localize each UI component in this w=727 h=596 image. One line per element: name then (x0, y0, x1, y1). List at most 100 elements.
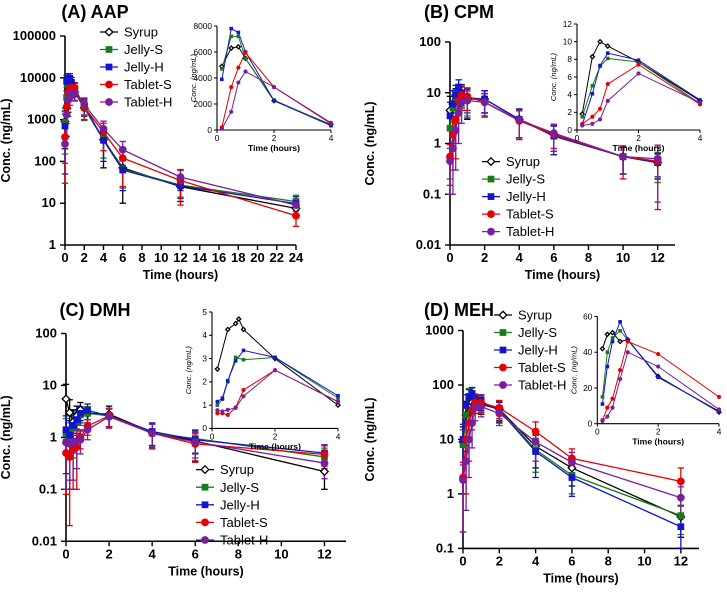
svg-text:10: 10 (274, 546, 288, 561)
svg-text:1: 1 (434, 136, 441, 151)
svg-text:100: 100 (35, 326, 57, 341)
svg-text:Conc. (ng/mL): Conc. (ng/mL) (189, 53, 198, 102)
svg-text:2: 2 (273, 431, 278, 441)
svg-text:Tablet-H: Tablet-H (124, 95, 172, 110)
svg-text:Syrup: Syrup (506, 154, 540, 169)
svg-text:Conc. (ng/mL): Conc. (ng/mL) (549, 52, 558, 101)
svg-text:Tablet-S: Tablet-S (124, 77, 172, 92)
svg-text:6: 6 (192, 546, 199, 561)
svg-text:2: 2 (636, 133, 641, 143)
svg-text:Jelly-S: Jelly-S (506, 172, 545, 187)
svg-text:12: 12 (173, 250, 187, 265)
svg-text:8: 8 (567, 54, 572, 64)
svg-text:0: 0 (61, 250, 68, 265)
svg-text:4: 4 (100, 250, 108, 265)
svg-text:1: 1 (50, 429, 57, 444)
svg-text:4: 4 (567, 89, 572, 99)
svg-text:6: 6 (568, 553, 575, 568)
svg-text:12: 12 (674, 553, 688, 568)
svg-text:0.1: 0.1 (436, 540, 454, 555)
svg-text:18: 18 (231, 250, 245, 265)
svg-text:12: 12 (650, 250, 664, 265)
svg-text:8000: 8000 (194, 21, 213, 31)
svg-text:Syrup: Syrup (124, 25, 158, 40)
svg-text:1: 1 (49, 237, 56, 252)
svg-text:14: 14 (193, 250, 208, 265)
svg-text:Tablet-S: Tablet-S (220, 515, 268, 530)
svg-text:4: 4 (532, 553, 540, 568)
svg-text:12: 12 (563, 19, 573, 29)
svg-text:16: 16 (212, 250, 226, 265)
svg-text:8: 8 (138, 250, 145, 265)
svg-text:1000: 1000 (425, 323, 454, 338)
svg-text:Jelly-H: Jelly-H (506, 189, 546, 204)
svg-text:2: 2 (496, 553, 503, 568)
svg-text:Time (hours): Time (hours) (525, 268, 600, 282)
svg-text:4: 4 (202, 330, 207, 340)
svg-text:8: 8 (605, 553, 612, 568)
svg-text:3: 3 (202, 353, 207, 363)
svg-text:2: 2 (656, 427, 661, 437)
svg-text:Jelly-S: Jelly-S (518, 325, 557, 340)
svg-text:100000: 100000 (13, 28, 56, 43)
svg-text:Conc. (ng/mL): Conc. (ng/mL) (569, 346, 578, 395)
svg-text:10: 10 (440, 431, 454, 446)
svg-text:Tablet-S: Tablet-S (506, 207, 554, 222)
svg-text:Jelly-H: Jelly-H (518, 343, 558, 358)
svg-text:0: 0 (459, 553, 466, 568)
svg-text:(D) MEH: (D) MEH (424, 300, 494, 320)
svg-text:Time (hours): Time (hours) (143, 268, 218, 282)
svg-text:2: 2 (567, 107, 572, 117)
svg-text:Jelly-H: Jelly-H (220, 497, 260, 512)
svg-text:10: 10 (42, 195, 56, 210)
svg-text:100: 100 (419, 34, 441, 49)
svg-text:10: 10 (154, 250, 168, 265)
svg-text:Time (hours): Time (hours) (543, 571, 618, 585)
svg-text:24: 24 (289, 250, 304, 265)
svg-text:Conc. (ng/mL): Conc. (ng/mL) (0, 98, 13, 182)
svg-text:10000: 10000 (20, 70, 56, 85)
svg-text:4: 4 (717, 427, 722, 437)
svg-text:6: 6 (567, 72, 572, 82)
svg-text:Tablet-S: Tablet-S (518, 360, 566, 375)
svg-text:Jelly-S: Jelly-S (220, 480, 259, 495)
svg-text:0: 0 (207, 125, 212, 135)
svg-text:40: 40 (583, 347, 593, 357)
svg-text:100: 100 (34, 153, 56, 168)
svg-text:Jelly-H: Jelly-H (124, 60, 164, 75)
svg-text:Time (hours): Time (hours) (249, 441, 301, 451)
svg-text:(C) DMH: (C) DMH (60, 300, 131, 320)
svg-text:(B) CPM: (B) CPM (424, 2, 494, 22)
svg-text:2: 2 (105, 546, 112, 561)
svg-text:10: 10 (616, 250, 630, 265)
svg-text:Tablet-H: Tablet-H (220, 533, 268, 548)
svg-text:Time (hours): Time (hours) (168, 564, 243, 578)
svg-text:Conc. (ng/mL): Conc. (ng/mL) (364, 101, 377, 185)
svg-text:0.01: 0.01 (32, 533, 57, 548)
svg-text:8: 8 (235, 546, 242, 561)
svg-text:60: 60 (583, 311, 593, 321)
svg-text:12: 12 (317, 546, 331, 561)
svg-text:22: 22 (270, 250, 284, 265)
svg-text:Conc. (ng/mL): Conc. (ng/mL) (364, 397, 377, 481)
svg-text:8: 8 (585, 250, 592, 265)
svg-text:10: 10 (563, 36, 573, 46)
svg-text:1000: 1000 (27, 112, 56, 127)
svg-text:0: 0 (215, 133, 220, 143)
svg-text:0: 0 (202, 423, 207, 433)
svg-text:0.1: 0.1 (423, 186, 441, 201)
svg-text:0: 0 (567, 125, 572, 135)
svg-text:4: 4 (329, 133, 334, 143)
svg-text:Time (hours): Time (hours) (632, 437, 684, 447)
svg-text:10: 10 (43, 377, 57, 392)
svg-text:5: 5 (202, 307, 207, 317)
svg-text:Jelly-S: Jelly-S (124, 42, 163, 57)
svg-text:1: 1 (202, 400, 207, 410)
svg-text:Syrup: Syrup (220, 462, 254, 477)
svg-text:6: 6 (119, 250, 126, 265)
svg-text:2: 2 (202, 377, 207, 387)
svg-text:0: 0 (588, 419, 593, 429)
svg-text:0: 0 (595, 427, 600, 437)
svg-text:0: 0 (210, 431, 215, 441)
svg-text:0: 0 (62, 546, 69, 561)
